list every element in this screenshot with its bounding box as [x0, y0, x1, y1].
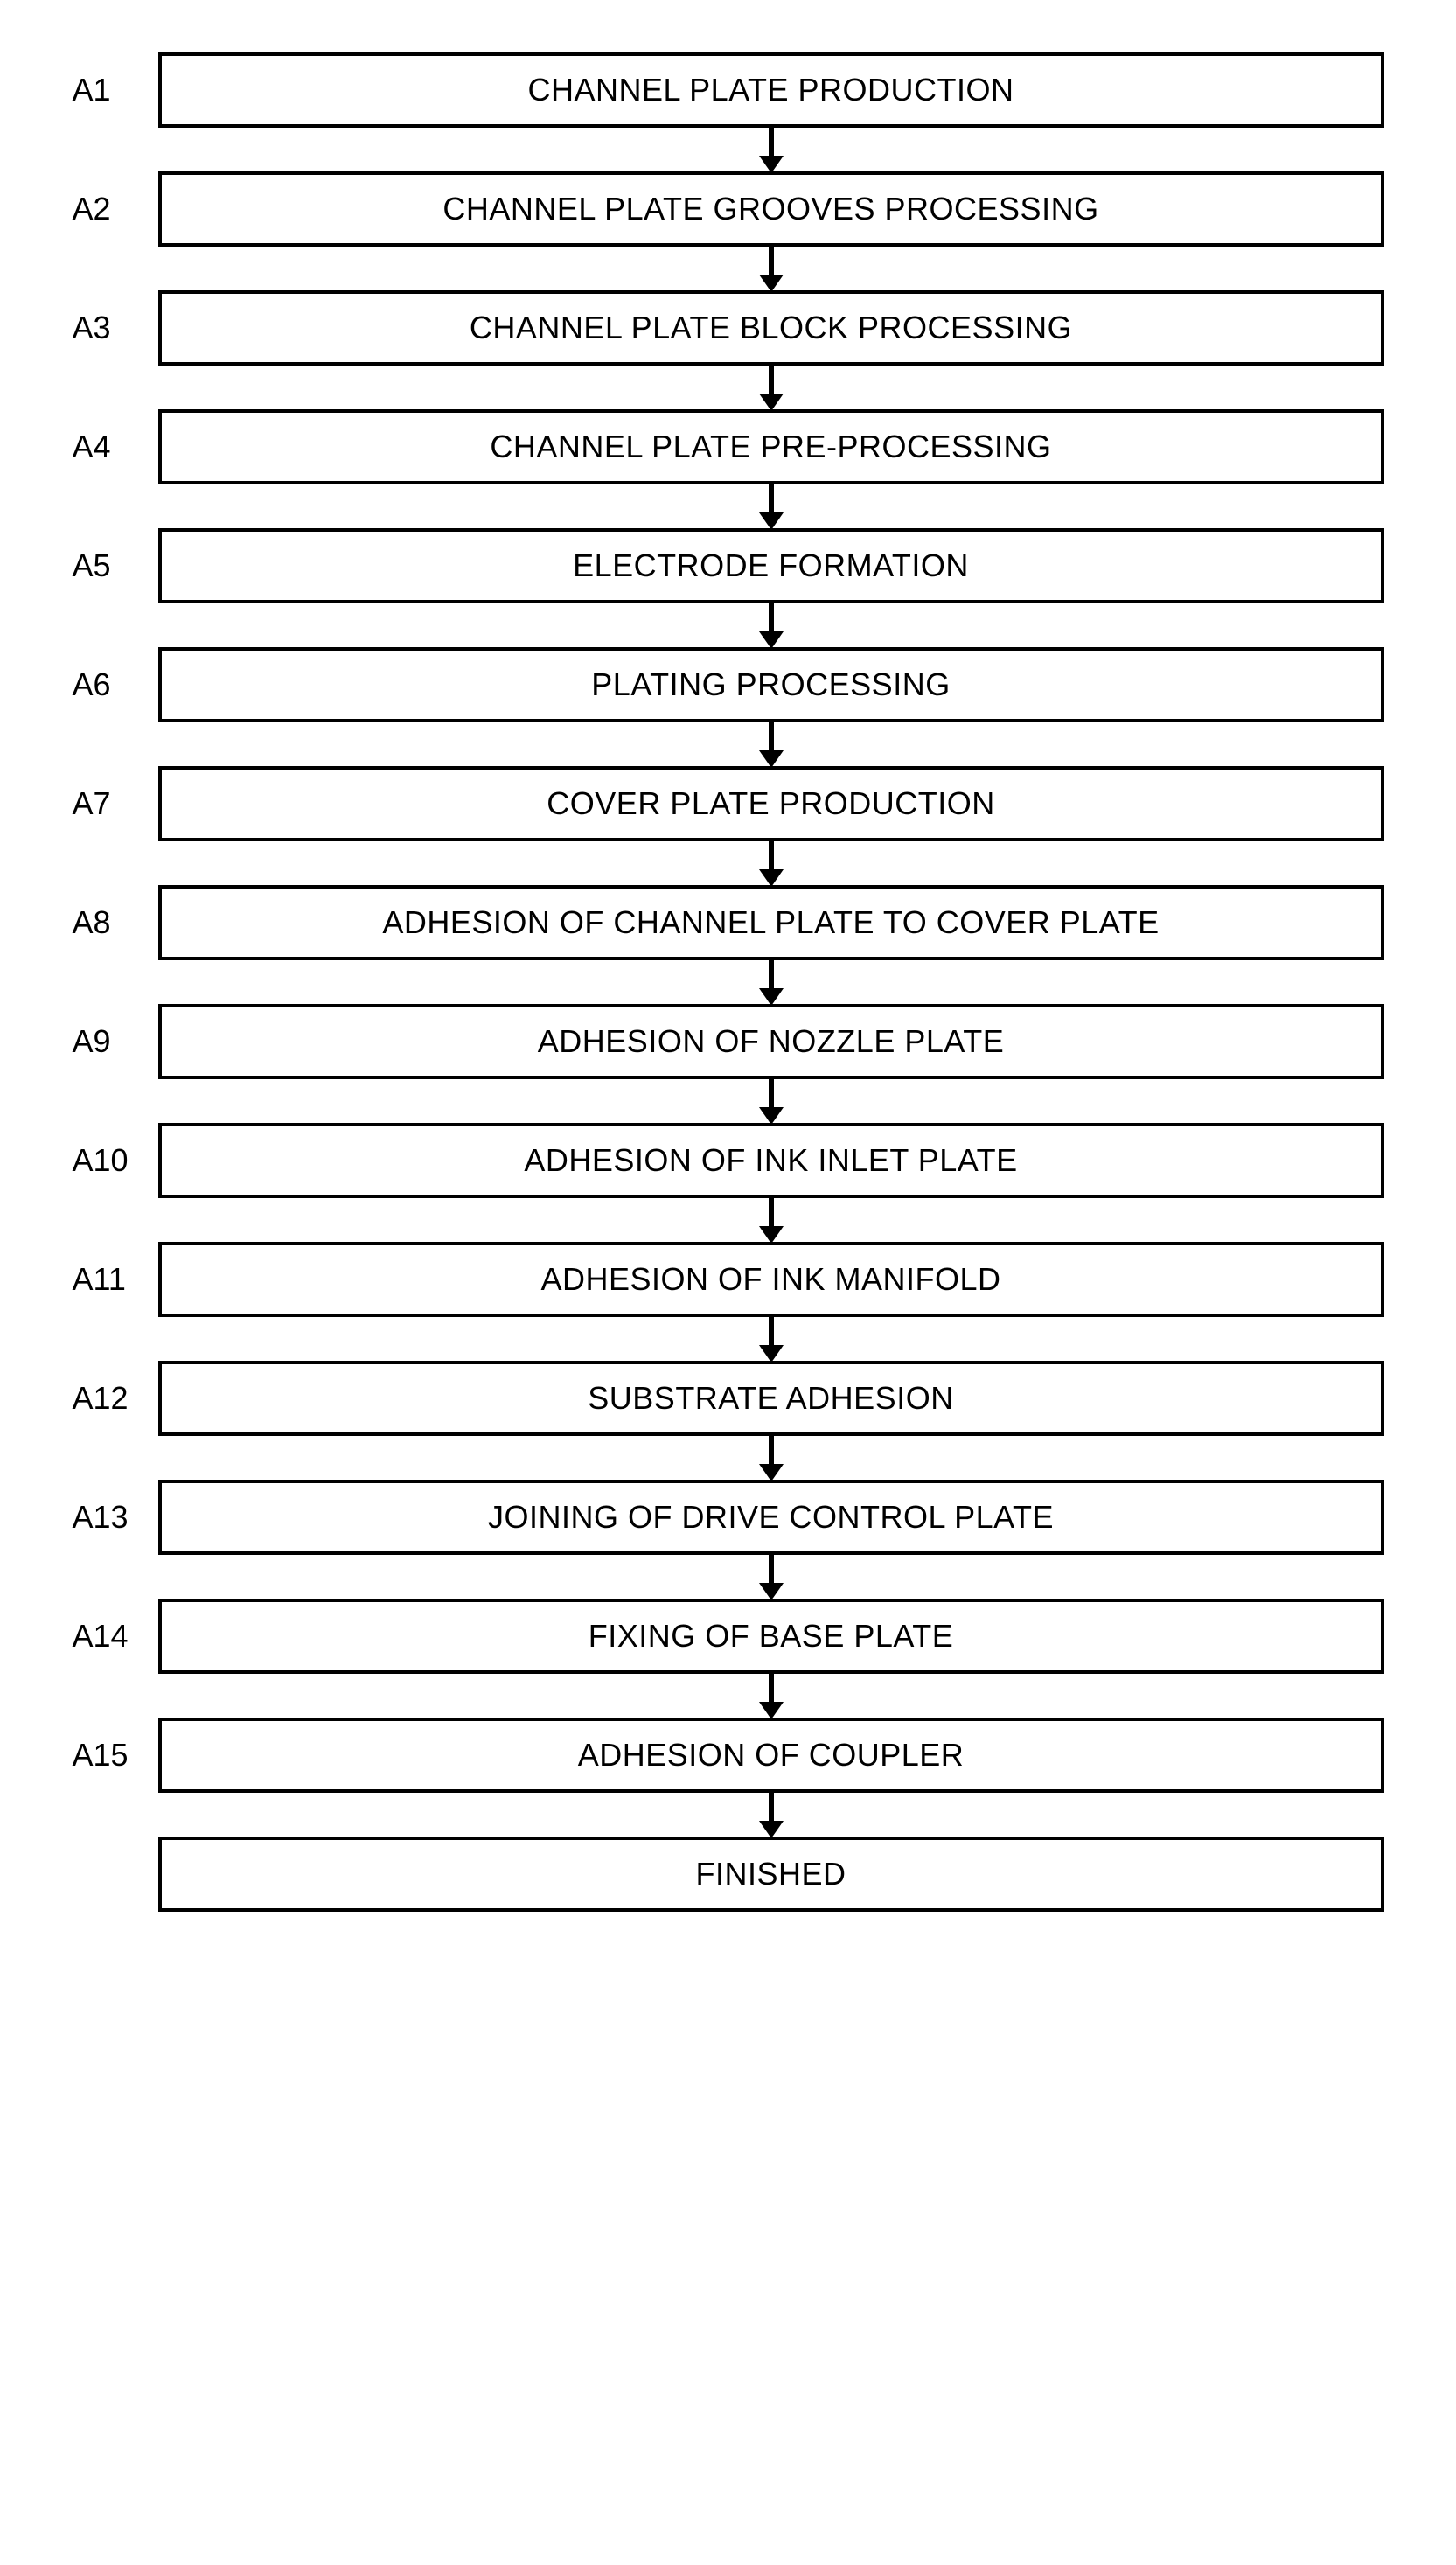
- arrow-down-icon: [754, 721, 789, 768]
- step-label: A6: [73, 666, 143, 703]
- arrow: [73, 960, 1384, 1004]
- step-row-final: FINISHED: [73, 1837, 1384, 1912]
- arrow: [73, 1793, 1384, 1837]
- step-box: FIXING OF BASE PLATE: [158, 1599, 1384, 1674]
- arrow: [73, 603, 1384, 647]
- step-box: JOINING OF DRIVE CONTROL PLATE: [158, 1480, 1384, 1555]
- arrow-down-icon: [754, 364, 789, 411]
- step-box: CHANNEL PLATE BLOCK PROCESSING: [158, 290, 1384, 366]
- step-box: CHANNEL PLATE PRE-PROCESSING: [158, 409, 1384, 484]
- arrow: [73, 484, 1384, 528]
- step-row-a6: A6 PLATING PROCESSING: [73, 647, 1384, 722]
- step-box: ADHESION OF INK MANIFOLD: [158, 1242, 1384, 1317]
- step-label: A2: [73, 191, 143, 227]
- arrow-down-icon: [754, 1077, 789, 1125]
- flowchart-container: A1 CHANNEL PLATE PRODUCTION A2 CHANNEL P…: [73, 52, 1384, 1912]
- step-box: ADHESION OF CHANNEL PLATE TO COVER PLATE: [158, 885, 1384, 960]
- step-row-a8: A8 ADHESION OF CHANNEL PLATE TO COVER PL…: [73, 885, 1384, 960]
- final-box: FINISHED: [158, 1837, 1384, 1912]
- step-box: ADHESION OF INK INLET PLATE: [158, 1123, 1384, 1198]
- step-row-a5: A5 ELECTRODE FORMATION: [73, 528, 1384, 603]
- step-label: A3: [73, 310, 143, 346]
- arrow: [73, 841, 1384, 885]
- step-row-a11: A11 ADHESION OF INK MANIFOLD: [73, 1242, 1384, 1317]
- arrow-down-icon: [754, 1434, 789, 1481]
- step-box: ELECTRODE FORMATION: [158, 528, 1384, 603]
- arrow-down-icon: [754, 840, 789, 887]
- step-label: A11: [73, 1261, 143, 1298]
- arrow-down-icon: [754, 1553, 789, 1600]
- step-row-a1: A1 CHANNEL PLATE PRODUCTION: [73, 52, 1384, 128]
- step-box: CHANNEL PLATE PRODUCTION: [158, 52, 1384, 128]
- step-label: A1: [73, 72, 143, 108]
- arrow-down-icon: [754, 1672, 789, 1719]
- arrow-down-icon: [754, 483, 789, 530]
- step-row-a4: A4 CHANNEL PLATE PRE-PROCESSING: [73, 409, 1384, 484]
- arrow: [73, 1674, 1384, 1718]
- arrow-down-icon: [754, 958, 789, 1006]
- step-label: A14: [73, 1618, 143, 1655]
- arrow-down-icon: [754, 1315, 789, 1363]
- step-label: A5: [73, 547, 143, 584]
- step-label: A9: [73, 1023, 143, 1060]
- step-row-a2: A2 CHANNEL PLATE GROOVES PROCESSING: [73, 171, 1384, 247]
- step-box: SUBSTRATE ADHESION: [158, 1361, 1384, 1436]
- step-label: A7: [73, 785, 143, 822]
- step-box: PLATING PROCESSING: [158, 647, 1384, 722]
- step-row-a14: A14 FIXING OF BASE PLATE: [73, 1599, 1384, 1674]
- arrow-down-icon: [754, 1196, 789, 1244]
- arrow: [73, 1436, 1384, 1480]
- step-row-a13: A13 JOINING OF DRIVE CONTROL PLATE: [73, 1480, 1384, 1555]
- arrow: [73, 366, 1384, 409]
- step-box: ADHESION OF NOZZLE PLATE: [158, 1004, 1384, 1079]
- step-label: A12: [73, 1380, 143, 1417]
- step-row-a10: A10 ADHESION OF INK INLET PLATE: [73, 1123, 1384, 1198]
- step-row-a15: A15 ADHESION OF COUPLER: [73, 1718, 1384, 1793]
- step-label: A4: [73, 429, 143, 465]
- step-row-a7: A7 COVER PLATE PRODUCTION: [73, 766, 1384, 841]
- arrow: [73, 247, 1384, 290]
- step-box: COVER PLATE PRODUCTION: [158, 766, 1384, 841]
- arrow-down-icon: [754, 126, 789, 173]
- step-box: ADHESION OF COUPLER: [158, 1718, 1384, 1793]
- arrow-down-icon: [754, 245, 789, 292]
- step-box: CHANNEL PLATE GROOVES PROCESSING: [158, 171, 1384, 247]
- arrow: [73, 1555, 1384, 1599]
- arrow-down-icon: [754, 602, 789, 649]
- arrow: [73, 128, 1384, 171]
- step-row-a3: A3 CHANNEL PLATE BLOCK PROCESSING: [73, 290, 1384, 366]
- step-label: A13: [73, 1499, 143, 1536]
- arrow: [73, 1079, 1384, 1123]
- arrow: [73, 722, 1384, 766]
- step-label: A8: [73, 904, 143, 941]
- arrow: [73, 1198, 1384, 1242]
- step-label: A15: [73, 1737, 143, 1774]
- arrow-down-icon: [754, 1791, 789, 1838]
- arrow: [73, 1317, 1384, 1361]
- step-label: A10: [73, 1142, 143, 1179]
- step-row-a12: A12 SUBSTRATE ADHESION: [73, 1361, 1384, 1436]
- step-row-a9: A9 ADHESION OF NOZZLE PLATE: [73, 1004, 1384, 1079]
